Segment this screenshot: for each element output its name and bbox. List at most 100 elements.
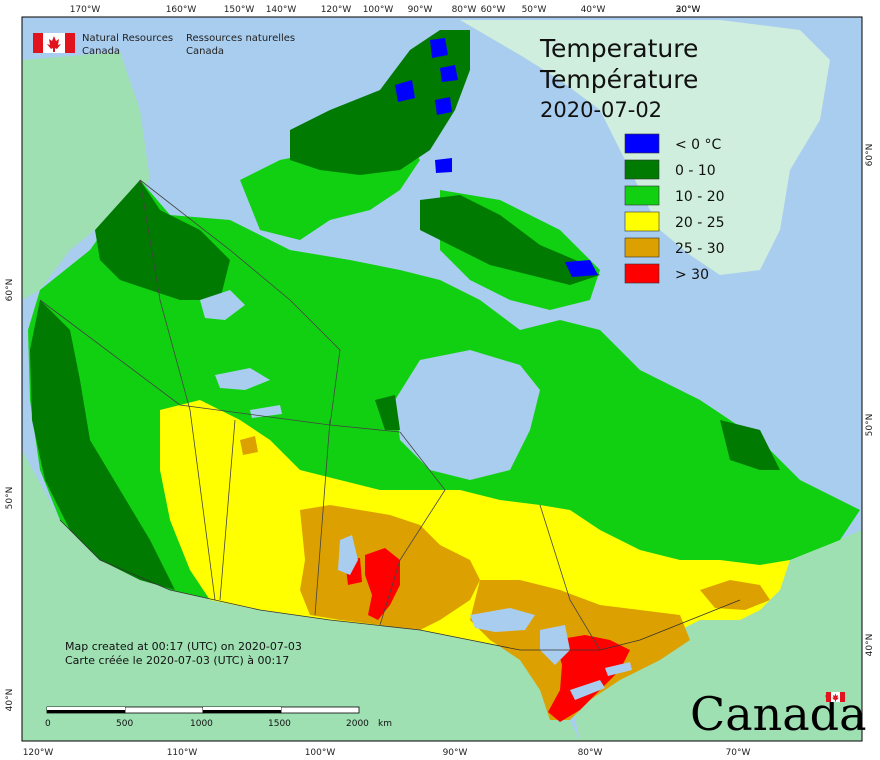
bottom-tick-label: 70°W <box>726 748 751 758</box>
legend-swatch <box>624 185 660 206</box>
boundary-ontario-quebec <box>539 504 601 651</box>
hudson-coast-0-10 <box>375 395 400 430</box>
ice-cap-bylot <box>435 158 452 173</box>
top-tick-label: 120°W <box>321 5 352 15</box>
legend-label: 10 - 20 <box>675 189 725 205</box>
wordmark-flag-right <box>840 692 845 702</box>
yukon-0-10 <box>95 180 230 300</box>
scale-label-500: 500 <box>116 719 133 729</box>
top-tick-label: 30°W <box>676 5 701 15</box>
map-date: 2020-07-02 <box>540 98 662 122</box>
legend-swatch <box>624 133 660 154</box>
flag-bar-right <box>65 33 75 53</box>
legend-label: 20 - 25 <box>675 215 725 231</box>
alaska-land <box>22 52 150 300</box>
credit-line-fr: Carte créée le 2020-07-03 (UTC) à 00:17 <box>65 654 289 667</box>
map-title-en: Temperature <box>539 34 698 63</box>
nrcan-signature: Natural Resources Canada Ressources natu… <box>33 33 295 57</box>
top-tick-label: 100°W <box>363 5 394 15</box>
ice-cap-baffin <box>565 260 598 277</box>
boundary-nwt-nunavut <box>289 299 341 426</box>
lake-superior <box>470 608 535 632</box>
region-25-30-yukon-spot <box>240 436 258 455</box>
right-tick-labels: 60°N 50°N 40°N <box>865 144 875 657</box>
scale-label-0: 0 <box>45 719 51 729</box>
map-title-fr: Température <box>539 65 698 94</box>
scale-bar: 0 500 1000 1500 2000 km <box>45 706 392 729</box>
western-us-land <box>22 450 580 741</box>
map-frame <box>21 16 863 742</box>
legend-label: > 30 <box>675 267 709 283</box>
ice-cap-ellesmere-c <box>435 97 452 115</box>
credit-line-en: Map created at 00:17 (UTC) on 2020-07-03 <box>65 640 302 653</box>
right-tick-label: 40°N <box>865 634 875 657</box>
left-tick-label: 50°N <box>5 487 15 510</box>
labrador-0-10 <box>720 420 780 470</box>
top-tick-label: 160°W <box>166 5 197 15</box>
left-tick-labels: 60°N 50°N 40°N <box>5 279 15 712</box>
top-tick-labels: 170°W 160°W 150°W 140°W 120°W 100°W 90°W 80°W 60… <box>70 5 701 15</box>
agency-name-fr-line1: Ressources naturelles <box>186 33 295 44</box>
bottom-tick-label: 110°W <box>167 748 198 758</box>
scale-label-1000: 1000 <box>190 719 213 729</box>
boundary-manitoba-ontario <box>379 431 446 626</box>
legend-label: 25 - 30 <box>675 241 725 257</box>
hudson-bay <box>395 350 540 480</box>
bottom-tick-label: 120°W <box>23 748 54 758</box>
right-tick-label: 50°N <box>865 414 875 437</box>
high-arctic-0-10 <box>290 30 470 175</box>
flag-bar-left <box>33 33 43 53</box>
scale-label-1500: 1500 <box>268 719 291 729</box>
lake-athabasca <box>250 405 282 418</box>
boundary-alberta-sask <box>219 419 236 601</box>
left-tick-label: 40°N <box>5 689 15 712</box>
scale-label-2000: 2000 <box>346 719 369 729</box>
legend: < 0 °C 0 - 10 10 - 20 20 - 25 25 - 30 > 30 <box>624 133 725 284</box>
scale-seg-1b <box>47 707 125 710</box>
legend-label: 0 - 10 <box>675 163 716 179</box>
legend-swatch <box>624 263 660 284</box>
top-tick-label: 60°W <box>481 5 506 15</box>
right-tick-label: 60°N <box>865 144 875 167</box>
wordmark-flag-left <box>826 692 831 702</box>
lake-ontario <box>605 662 632 676</box>
scale-unit: km <box>378 719 392 729</box>
region-25-30-maritimes <box>700 580 770 610</box>
maple-leaf-icon <box>47 36 61 52</box>
top-tick-label: 140°W <box>266 5 297 15</box>
baffin-0-10 <box>420 195 600 285</box>
top-tick-label: 170°W <box>70 5 101 15</box>
top-tick-label: 80°W <box>452 5 477 15</box>
bottom-tick-label: 80°W <box>578 748 603 758</box>
boundary-yukon-nwt <box>139 179 291 301</box>
bottom-tick-label: 100°W <box>305 748 336 758</box>
top-tick-label: 90°W <box>408 5 433 15</box>
admin-boundaries <box>39 179 601 651</box>
ice-cap-devon <box>395 80 415 102</box>
great-bear-lake <box>200 290 245 320</box>
boundary-60n <box>39 299 401 433</box>
agency-name-fr-line2: Canada <box>186 46 224 57</box>
ice-cap-ellesmere-a <box>430 38 448 58</box>
lake-erie <box>570 680 605 700</box>
boundary-bc-alberta <box>139 179 216 601</box>
legend-swatch <box>624 237 660 258</box>
top-tick-label: 40°W <box>581 5 606 15</box>
region-gt30-manitoba <box>365 548 400 620</box>
ice-cap-ellesmere-b <box>440 65 458 82</box>
bc-coast-0-10 <box>30 300 175 590</box>
lake-huron <box>540 625 570 665</box>
scale-seg-4 <box>280 706 360 714</box>
legend-label: < 0 °C <box>675 137 722 153</box>
eastern-us-land <box>560 530 862 741</box>
boundary-sask-manitoba <box>314 419 331 616</box>
wordmark-maple-leaf-icon <box>832 693 839 702</box>
scale-seg-2 <box>124 706 204 714</box>
top-tick-label: 150°W <box>224 5 255 15</box>
top-tick-label: 50°W <box>522 5 547 15</box>
canada-wordmark: Canada <box>690 687 867 741</box>
left-tick-label: 60°N <box>5 279 15 302</box>
great-slave-lake <box>215 368 270 390</box>
